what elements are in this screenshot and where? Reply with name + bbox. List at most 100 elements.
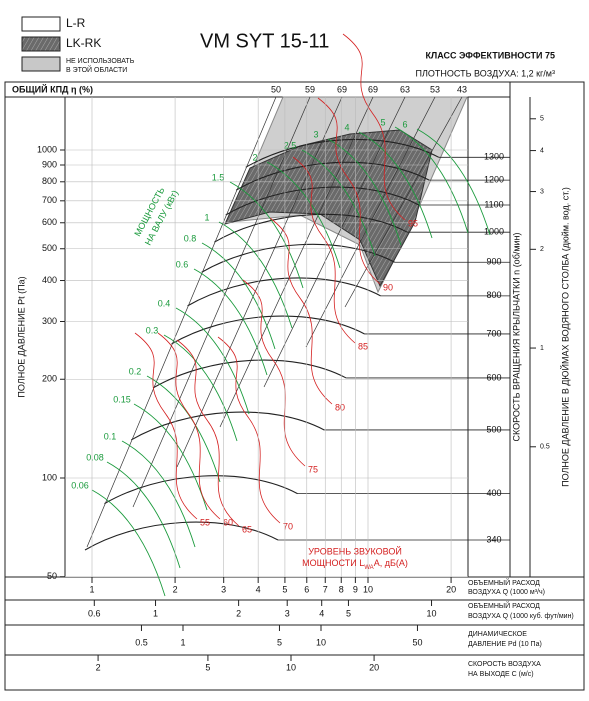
power-line — [218, 221, 293, 329]
scale-tick-label: 5 — [346, 608, 351, 618]
sound-line — [217, 336, 281, 524]
scale-tick-label: 9 — [353, 584, 358, 594]
scale-tick-label: 5 — [277, 637, 282, 647]
power-label: 0.3 — [146, 325, 159, 335]
inch-tick-label: 1 — [540, 345, 544, 352]
power-line — [266, 161, 341, 269]
rpm-curve — [104, 475, 298, 505]
sound-label: МОЩНОСТИ LWAA, дБ(А) — [302, 558, 408, 570]
sound-label: 55 — [200, 517, 210, 527]
legend-swatch — [21, 56, 61, 72]
sound-label: 85 — [358, 341, 368, 351]
y-tick-label: 100 — [42, 472, 57, 482]
efficiency-line — [344, 96, 463, 308]
scale-label: ОБЪЕМНЫЙ РАСХОД — [468, 601, 540, 610]
sound-label: 75 — [308, 464, 318, 474]
scale-tick-label: 4 — [256, 584, 261, 594]
efficiency-label: 69 — [368, 84, 378, 94]
power-label: 1 — [204, 212, 209, 222]
rpm-tick-label: 500 — [486, 424, 501, 434]
frame — [4, 81, 585, 691]
rpm-tick-label: 900 — [486, 257, 501, 267]
sound-line — [242, 279, 306, 467]
rpm-curve — [235, 161, 430, 191]
scale-label: ВОЗДУХА Q (1000 куб. фут/мин) — [468, 612, 574, 620]
rpm-curve — [130, 411, 325, 441]
rpm-tick-label: 600 — [486, 372, 501, 382]
scale-tick-label: 10 — [427, 608, 437, 618]
efficiency-label: 53 — [430, 84, 440, 94]
scale-tick-label: 3 — [221, 584, 226, 594]
sound-line — [292, 156, 356, 344]
power-label: 2 — [252, 152, 257, 162]
scale-tick-label: 10 — [286, 662, 296, 672]
efficiency-label: 59 — [305, 84, 315, 94]
rpm-curve — [84, 521, 279, 551]
power-line — [229, 181, 304, 289]
power-line — [394, 126, 469, 234]
scale-label: СКОРОСТЬ ВОЗДУХА — [468, 661, 541, 668]
sound-line — [134, 332, 198, 520]
power-label: 0.6 — [176, 259, 189, 269]
y-tick-label: 900 — [42, 159, 57, 169]
power-label: 0.4 — [158, 298, 171, 308]
rpm-tick-label: 700 — [486, 328, 501, 338]
efficiency-line — [263, 96, 406, 388]
sound-label: A, дБ(А) — [374, 558, 408, 568]
scale-label: ОБЪЕМНЫЙ РАСХОД — [468, 578, 540, 587]
y-axis-label: ПОЛНОЕ ДАВЛЕНИЕ Pt (Па) — [16, 276, 26, 397]
scale-label: ДАВЛЕНИЕ Pd (10 Па) — [468, 641, 542, 648]
efficiency-line — [86, 96, 277, 548]
scale-tick-label: 2 — [96, 662, 101, 672]
legend-label: НЕ ИСПОЛЬЗОВАТЬ — [66, 58, 135, 65]
rpm-curve — [225, 186, 419, 216]
efficiency-axis-label: ОБЩИЙ КПД η (%) — [12, 83, 93, 94]
legend-swatch — [21, 36, 61, 52]
inch-tick-label: 2 — [540, 246, 544, 253]
sound-label: 80 — [335, 402, 345, 412]
sound-label: МОЩНОСТИ L — [302, 558, 364, 568]
scale-tick-label: 10 — [363, 584, 373, 594]
rpm-curve — [152, 359, 347, 389]
rpm-curve — [171, 315, 365, 345]
rpm-tick-label: 1200 — [484, 175, 504, 185]
sound-label: 65 — [242, 524, 252, 534]
scale-tick-label: 2 — [173, 584, 178, 594]
sound-line — [342, 33, 406, 221]
y-tick-label: 800 — [42, 176, 57, 186]
power-label: 0.1 — [104, 431, 117, 441]
y-tick-label: 400 — [42, 275, 57, 285]
inch-tick-label: 3 — [540, 188, 544, 195]
rpm-tick-label: 800 — [486, 290, 501, 300]
power-line — [201, 242, 276, 350]
scale-tick-label: 50 — [412, 637, 422, 647]
power-label: 0.8 — [184, 233, 197, 243]
y-tick-label: 1000 — [37, 144, 57, 154]
efficiency-line — [219, 96, 374, 428]
chart-title: VM SYT 15-11 — [200, 30, 329, 52]
power-line — [163, 334, 238, 442]
inch-tick-label: 5 — [540, 116, 544, 123]
scale-label: ДИНАМИЧЕСКОЕ — [468, 631, 527, 638]
rpm-tick-label: 400 — [486, 488, 501, 498]
power-line — [146, 375, 221, 483]
sound-label: 70 — [283, 521, 293, 531]
efficiency-line — [132, 96, 311, 508]
y-tick-label: 50 — [47, 571, 57, 581]
power-line — [358, 131, 433, 239]
efficiency-label: 43 — [457, 84, 467, 94]
power-label: 4 — [344, 122, 349, 132]
power-label: 3 — [313, 129, 318, 139]
scale-tick-label: 7 — [323, 584, 328, 594]
power-line — [106, 461, 181, 569]
scale-tick-label: 1 — [153, 608, 158, 618]
sound-label: WA — [364, 565, 373, 571]
power-line — [416, 128, 491, 236]
scale-tick-label: 4 — [319, 608, 324, 618]
sound-line — [269, 217, 333, 405]
scale-label: ВОЗДУХА Q (1000 м³/ч) — [468, 589, 545, 596]
y-tick-label: 200 — [42, 374, 57, 384]
sound-line — [157, 332, 221, 520]
sound-line — [176, 339, 240, 527]
inch-axis-label: ПОЛНОЕ ДАВЛЕНИЕ В ДЮЙМАХ ВОДЯНОГО СТОЛБА… — [559, 187, 570, 487]
